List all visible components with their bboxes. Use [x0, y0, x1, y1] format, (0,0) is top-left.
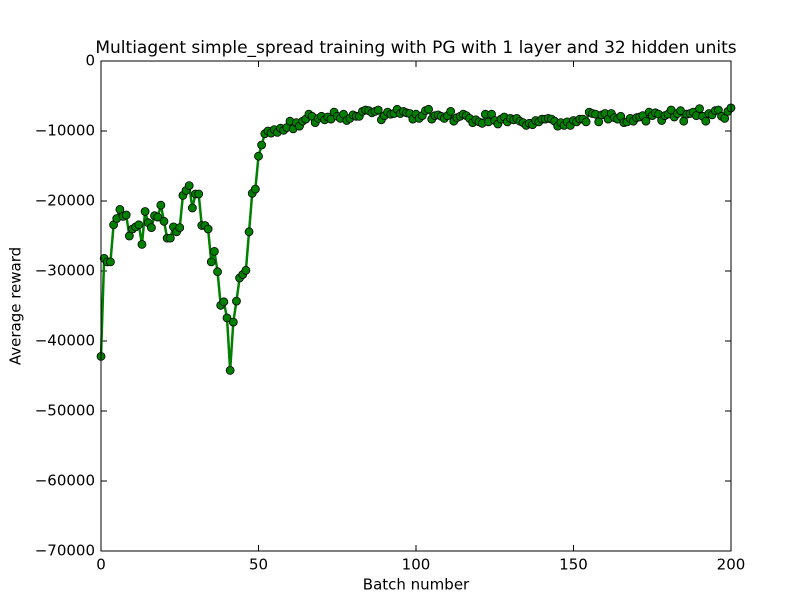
point — [209, 246, 219, 256]
y-tick-label: −30000 — [35, 262, 95, 280]
point — [219, 297, 229, 307]
point — [175, 223, 185, 233]
x-tick-label: 50 — [249, 556, 268, 574]
x-tick-label: 150 — [559, 556, 588, 574]
point — [225, 365, 235, 375]
y-tick-label: −60000 — [35, 472, 95, 490]
point — [254, 151, 263, 161]
point — [137, 239, 147, 249]
point — [203, 224, 213, 234]
y-axis-label: Average reward — [7, 247, 25, 365]
y-tick-label: −20000 — [35, 192, 95, 210]
x-tick-label: 100 — [402, 556, 431, 574]
point — [146, 223, 156, 233]
chart-title: Multiagent simple_spread training with P… — [95, 38, 736, 58]
point — [232, 296, 241, 306]
point — [695, 104, 704, 113]
point — [121, 210, 131, 220]
plot-frame — [100, 60, 732, 552]
point — [134, 220, 144, 230]
y-tick-label: −40000 — [35, 332, 95, 350]
point — [244, 227, 254, 237]
x-tick-label: 200 — [717, 556, 746, 574]
point — [222, 313, 232, 323]
point — [701, 116, 711, 126]
point — [106, 257, 115, 267]
y-tick-label: 0 — [85, 52, 95, 70]
point — [241, 265, 251, 275]
x-tick-label: 0 — [96, 556, 106, 574]
point — [250, 184, 260, 194]
point — [581, 117, 591, 127]
point — [194, 189, 204, 199]
point — [424, 104, 434, 114]
point — [446, 107, 456, 116]
point — [140, 207, 150, 216]
point — [153, 212, 163, 222]
point — [641, 116, 651, 126]
point — [156, 200, 166, 210]
point — [257, 140, 267, 150]
y-tick-label: −10000 — [35, 122, 95, 140]
point — [184, 181, 194, 191]
point — [165, 233, 175, 243]
point — [213, 267, 222, 277]
x-axis-label: Batch number — [363, 576, 470, 594]
point — [187, 203, 197, 213]
point — [373, 105, 383, 115]
point — [206, 257, 216, 267]
y-tick-label: −70000 — [35, 542, 95, 560]
y-tick-label: −50000 — [35, 402, 95, 420]
point — [228, 317, 238, 327]
point — [159, 216, 169, 226]
